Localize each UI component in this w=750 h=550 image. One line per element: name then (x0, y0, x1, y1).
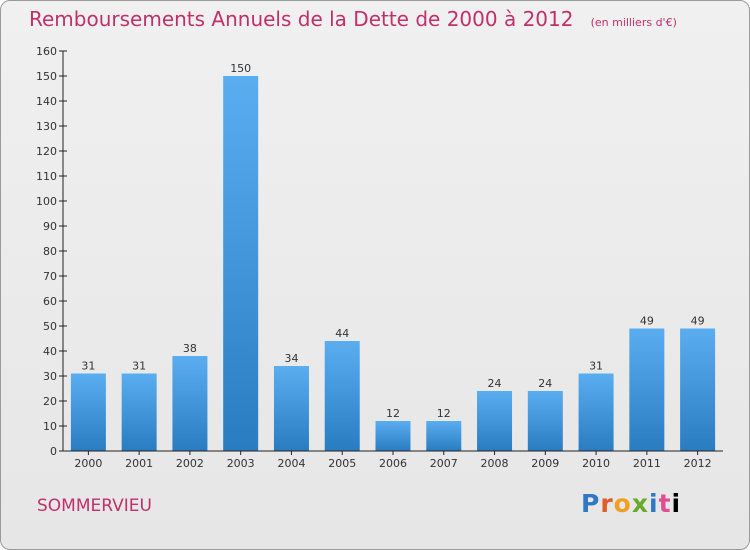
x-tick-label: 2001 (125, 457, 153, 470)
y-tick-label: 80 (43, 245, 57, 258)
y-tick-label: 130 (36, 120, 57, 133)
bar-value-label: 12 (437, 407, 451, 420)
x-tick-label: 2008 (481, 457, 509, 470)
x-tick-label: 2010 (582, 457, 610, 470)
bar (426, 421, 462, 451)
y-tick-label: 20 (43, 395, 57, 408)
bar-value-label: 44 (335, 327, 349, 340)
y-tick-label: 0 (50, 445, 57, 458)
bar (70, 373, 106, 451)
y-tick-label: 100 (36, 195, 57, 208)
bar (375, 421, 411, 451)
bar-value-label: 12 (386, 407, 400, 420)
bar (578, 373, 614, 451)
y-tick-label: 70 (43, 270, 57, 283)
bar-value-label: 49 (640, 315, 654, 328)
bar-value-label: 150 (230, 62, 251, 75)
x-tick-label: 2012 (684, 457, 712, 470)
bar (324, 341, 360, 451)
x-tick-label: 2005 (328, 457, 356, 470)
logo-letter: r (600, 489, 614, 518)
y-tick-label: 60 (43, 295, 57, 308)
bar-value-label: 49 (691, 315, 705, 328)
bar (121, 373, 157, 451)
bar-value-label: 31 (132, 360, 146, 373)
logo-letter: i (671, 489, 682, 518)
bar (273, 366, 309, 451)
bar-value-label: 24 (538, 377, 552, 390)
bar-value-label: 34 (284, 352, 298, 365)
bar (629, 328, 665, 451)
logo-letter: o (613, 489, 632, 518)
x-axis: 2000 2001 2002 2003 2004 2005 2006 2007 2008 2009… (63, 450, 723, 470)
bar (223, 76, 259, 451)
bar (477, 391, 513, 451)
chart-unit: (en milliers d'€) (590, 16, 677, 29)
x-tick-label: 2000 (74, 457, 102, 470)
bar-value-label: 31 (589, 360, 603, 373)
y-tick-label: 40 (43, 345, 57, 358)
x-tick-label: 2007 (430, 457, 458, 470)
x-tick-label: 2011 (633, 457, 661, 470)
y-tick-label: 90 (43, 220, 57, 233)
logo-letter: i (649, 489, 659, 518)
chart-title-block: Remboursements Annuels de la Dette de 20… (29, 7, 677, 31)
commune-name: SOMMERVIEU (37, 496, 152, 516)
y-tick-label: 120 (36, 145, 57, 158)
y-tick-label: 110 (36, 170, 57, 183)
y-tick-label: 150 (36, 70, 57, 83)
bars: 31 31 38 150 34 44 12 12 24 24 31 49 49 (70, 62, 716, 451)
proxiti-logo[interactable]: Proxiti (581, 489, 681, 518)
y-tick-label: 50 (43, 320, 57, 333)
logo-letter: P (581, 489, 601, 518)
x-tick-label: 2009 (531, 457, 559, 470)
bar (680, 328, 716, 451)
bar-value-label: 38 (183, 342, 197, 355)
bar (527, 391, 563, 451)
y-tick-label: 10 (43, 420, 57, 433)
x-tick-label: 2006 (379, 457, 407, 470)
x-tick-label: 2002 (176, 457, 204, 470)
y-tick-label: 140 (36, 95, 57, 108)
y-tick-label: 30 (43, 370, 57, 383)
logo-letter: t (658, 489, 672, 518)
y-axis: 0 10 20 30 40 50 60 70 80 90 100 110 120 130 140 150 160 (36, 45, 67, 458)
x-tick-label: 2003 (227, 457, 255, 470)
logo-letter: x (631, 489, 649, 518)
x-tick-label: 2004 (277, 457, 305, 470)
chart-title: Remboursements Annuels de la Dette de 20… (29, 7, 574, 31)
bar-value-label: 31 (81, 360, 95, 373)
bar (172, 356, 208, 451)
y-tick-label: 160 (36, 45, 57, 58)
bar-value-label: 24 (488, 377, 502, 390)
